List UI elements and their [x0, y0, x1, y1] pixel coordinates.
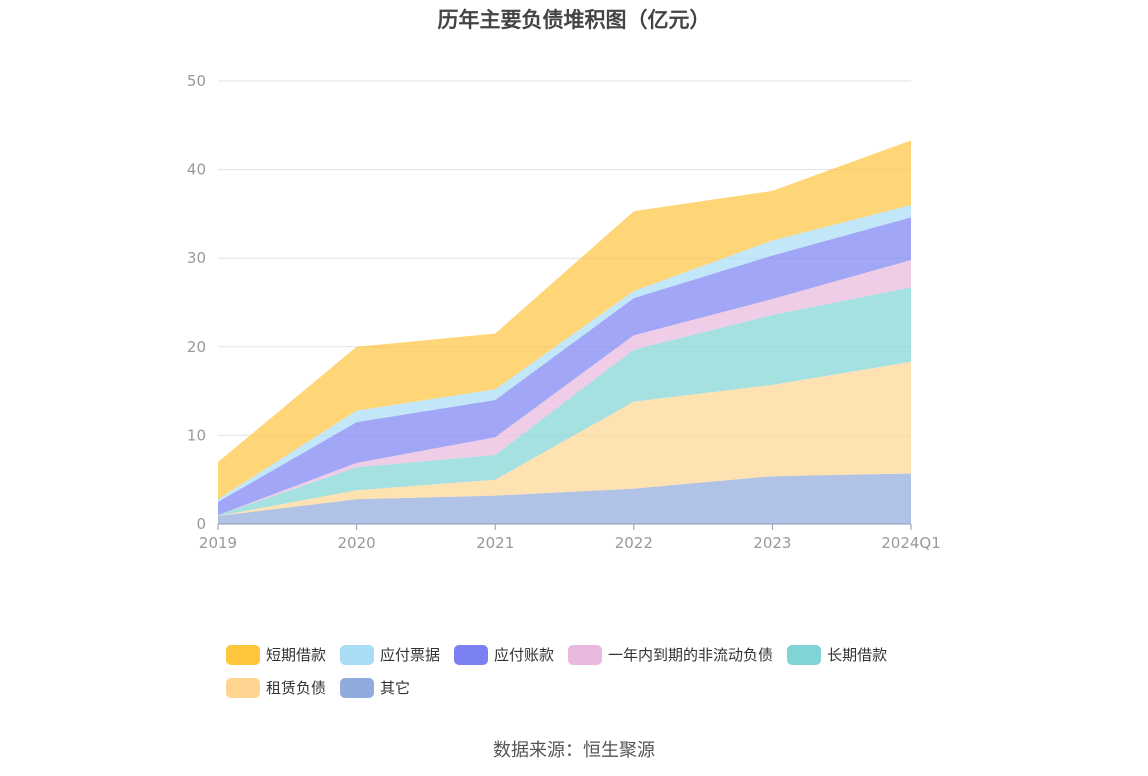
y-tick-label: 10	[187, 426, 206, 444]
legend-item[interactable]: 长期借款	[787, 644, 887, 665]
series-area	[218, 361, 911, 516]
legend-swatch	[226, 677, 260, 698]
series-area	[218, 473, 911, 524]
legend-label: 应付账款	[494, 646, 555, 664]
legend-label: 一年内到期的非流动负债	[608, 646, 774, 664]
x-tick-label: 2021	[476, 534, 514, 552]
legend-swatch	[340, 644, 375, 665]
legend-label: 租赁负债	[266, 679, 327, 697]
legend-swatch	[568, 644, 603, 665]
legend-swatch	[454, 644, 489, 665]
chart-title: 历年主要负债堆积图（亿元）	[437, 8, 711, 32]
series-area	[218, 260, 911, 516]
x-tick-label: 2023	[753, 534, 791, 552]
legend-row: 租赁负债 其它	[226, 671, 946, 704]
legend-label: 应付票据	[380, 646, 441, 664]
y-tick-label: 20	[187, 338, 206, 356]
y-tick-label: 0	[196, 515, 206, 533]
x-tick-label: 2022	[615, 534, 653, 552]
legend-item[interactable]: 租赁负债	[226, 677, 326, 698]
y-tick-label: 30	[187, 249, 206, 267]
series-area	[218, 217, 911, 516]
legend-label: 短期借款	[266, 646, 327, 664]
y-tick-label: 50	[187, 72, 206, 90]
legend-swatch	[226, 644, 260, 665]
series-area	[218, 140, 911, 500]
x-tick-label: 2020	[338, 534, 376, 552]
data-source-note: 数据来源：恒生聚源	[493, 740, 655, 761]
series-area	[218, 205, 911, 502]
y-tick-label: 40	[187, 161, 206, 179]
legend-label: 长期借款	[827, 646, 888, 664]
x-tick-label: 2019	[199, 534, 237, 552]
stacked-area-chart: 0 10 20 30 40 50 2019 2020 2021 2022 2023 2024Q1	[187, 72, 941, 552]
legend-item[interactable]: 应付账款	[454, 644, 554, 665]
legend-row: 短期借款 应付票据 应付账款 一年内到期的非流动负债 长期借款	[226, 638, 946, 671]
legend-item[interactable]: 短期借款	[226, 644, 326, 665]
legend-swatch	[340, 677, 375, 698]
legend-item[interactable]: 应付票据	[340, 644, 440, 665]
series-area	[218, 287, 911, 516]
chart-legend: 短期借款 应付票据 应付账款 一年内到期的非流动负债 长期借款租赁负债 其它	[226, 638, 946, 704]
legend-swatch	[787, 644, 822, 665]
x-tick-label: 2024Q1	[881, 534, 941, 552]
legend-label: 其它	[380, 679, 411, 697]
legend-item[interactable]: 一年内到期的非流动负债	[568, 644, 773, 665]
legend-item[interactable]: 其它	[340, 677, 410, 698]
